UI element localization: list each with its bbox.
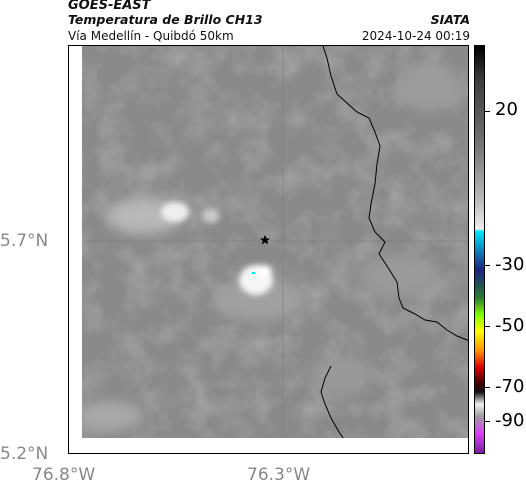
colorbar-tick-label: -30 <box>495 254 525 275</box>
colorbar-tick-mark <box>485 111 490 112</box>
colorbar-tick-label: -90 <box>495 410 525 431</box>
colorbar-tick-mark <box>485 265 490 266</box>
source-label: SIATA <box>430 12 470 27</box>
colorbar-tick-label: -50 <box>495 315 525 336</box>
cold-pixel <box>252 272 255 274</box>
star-icon <box>260 235 270 245</box>
lon-tick-label: 76.3°W <box>247 465 311 485</box>
convective-cloud-cores <box>161 202 273 295</box>
colorbar-tick-label: -70 <box>495 376 525 397</box>
colorbar-tick-mark <box>485 326 490 327</box>
bottom-blank-strip <box>69 438 468 453</box>
texture-layer <box>82 46 468 438</box>
region-label: Vía Medellín - Quibdó 50km <box>68 29 234 43</box>
gridlines <box>69 46 468 453</box>
datetime-label: 2024-10-24 00:19 <box>361 29 470 43</box>
light-cloud-patches <box>75 61 459 431</box>
colorbar-tick-label: 20 <box>495 99 518 120</box>
colorbar-gradient <box>475 46 484 453</box>
product-title: Temperatura de Brillo CH13 <box>68 12 263 27</box>
colorbar <box>474 45 485 454</box>
lat-tick-label: 5.2°N <box>0 444 49 464</box>
lon-tick-label: 76.8°W <box>32 465 96 485</box>
left-blank-strip <box>69 46 82 453</box>
lat-tick-label: 5.7°N <box>0 231 49 251</box>
satellite-title: GOES-EAST <box>68 0 151 13</box>
map-frame[interactable] <box>68 45 469 454</box>
colorbar-tick-mark <box>485 421 490 422</box>
brightness-temperature-map[interactable] <box>69 46 469 454</box>
colorbar-tick-mark <box>485 387 490 388</box>
